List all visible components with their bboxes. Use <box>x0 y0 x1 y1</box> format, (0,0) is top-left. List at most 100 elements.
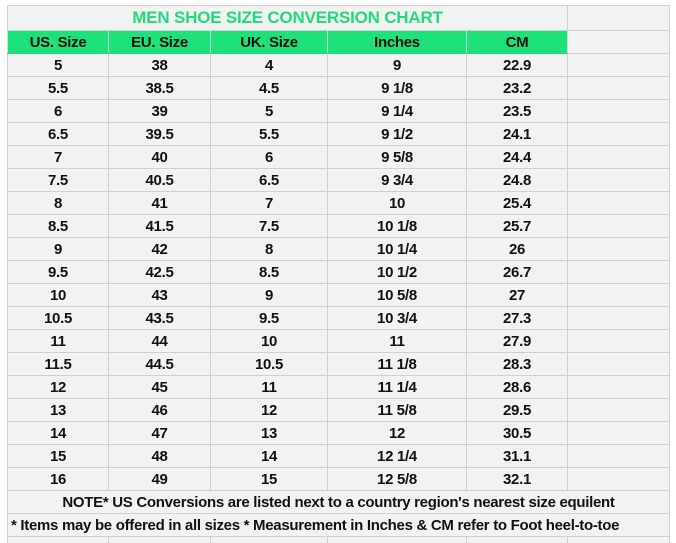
cell-inches[interactable]: 10 5/8 <box>327 283 467 307</box>
cell-uk[interactable]: 5 <box>210 99 328 123</box>
cell-uk[interactable]: 4.5 <box>210 76 328 100</box>
cell-cm[interactable]: 24.8 <box>465 168 569 192</box>
cell-inches[interactable]: 10 1/8 <box>327 214 467 238</box>
cell-uk[interactable]: 12 <box>210 398 328 422</box>
empty-cell[interactable] <box>567 237 671 261</box>
cell-eu[interactable]: 42 <box>108 237 211 261</box>
cell-us[interactable]: 8 <box>7 191 109 215</box>
cell-eu[interactable]: 38 <box>108 53 211 77</box>
cell-uk[interactable]: 8.5 <box>210 260 328 284</box>
cell-uk[interactable]: 14 <box>210 444 328 468</box>
empty-cell[interactable] <box>567 30 671 54</box>
cell-eu[interactable]: 43 <box>108 283 211 307</box>
cell-inches[interactable]: 10 <box>327 191 467 215</box>
empty-cell[interactable] <box>567 168 671 192</box>
cell-eu[interactable]: 39.5 <box>108 122 211 146</box>
empty-cell[interactable] <box>567 99 671 123</box>
cell-cm[interactable]: 24.1 <box>465 122 569 146</box>
cell-us[interactable]: 11.5 <box>7 352 109 376</box>
cell-uk[interactable]: 8 <box>210 237 328 261</box>
cell-cm[interactable]: 25.4 <box>465 191 569 215</box>
cell-cm[interactable]: 27.9 <box>465 329 569 353</box>
cell-inches[interactable]: 9 <box>327 53 467 77</box>
cell-us[interactable]: 14 <box>7 421 109 445</box>
cell-uk[interactable]: 10.5 <box>210 352 328 376</box>
cell-eu[interactable]: 41.5 <box>108 214 211 238</box>
cell-us[interactable]: 16 <box>7 467 109 491</box>
cell-uk[interactable]: 7 <box>210 191 328 215</box>
empty-cell[interactable] <box>567 398 671 422</box>
empty-cell[interactable] <box>567 214 671 238</box>
empty-cell[interactable] <box>567 352 671 376</box>
cell-us[interactable]: 6 <box>7 99 109 123</box>
cell-us[interactable]: 9 <box>7 237 109 261</box>
empty-cell[interactable] <box>567 145 671 169</box>
cell-inches[interactable]: 10 3/4 <box>327 306 467 330</box>
cell-inches[interactable]: 9 1/8 <box>327 76 467 100</box>
cell-eu[interactable]: 43.5 <box>108 306 211 330</box>
empty-cell[interactable] <box>567 122 671 146</box>
cell-cm[interactable]: 28.6 <box>465 375 569 399</box>
empty-cell[interactable] <box>567 283 671 307</box>
cell-eu[interactable]: 44.5 <box>108 352 211 376</box>
cell-inches[interactable]: 11 1/8 <box>327 352 467 376</box>
cell-inches[interactable]: 9 1/2 <box>327 122 467 146</box>
empty-cell[interactable] <box>7 536 109 543</box>
cell-eu[interactable]: 39 <box>108 99 211 123</box>
cell-uk[interactable]: 7.5 <box>210 214 328 238</box>
cell-cm[interactable]: 24.4 <box>465 145 569 169</box>
cell-cm[interactable]: 23.2 <box>465 76 569 100</box>
cell-uk[interactable]: 13 <box>210 421 328 445</box>
empty-cell[interactable] <box>567 306 671 330</box>
cell-cm[interactable]: 23.5 <box>465 99 569 123</box>
cell-us[interactable]: 9.5 <box>7 260 109 284</box>
cell-us[interactable]: 5 <box>7 53 109 77</box>
cell-uk[interactable]: 9 <box>210 283 328 307</box>
cell-inches[interactable]: 11 5/8 <box>327 398 467 422</box>
empty-cell[interactable] <box>567 444 671 468</box>
cell-cm[interactable]: 29.5 <box>465 398 569 422</box>
cell-uk[interactable]: 9.5 <box>210 306 328 330</box>
empty-cell[interactable] <box>567 76 671 100</box>
cell-inches[interactable]: 11 1/4 <box>327 375 467 399</box>
empty-cell[interactable] <box>567 467 671 491</box>
cell-cm[interactable]: 27.3 <box>465 306 569 330</box>
cell-eu[interactable]: 38.5 <box>108 76 211 100</box>
cell-inches[interactable]: 10 1/4 <box>327 237 467 261</box>
cell-us[interactable]: 5.5 <box>7 76 109 100</box>
empty-cell[interactable] <box>567 191 671 215</box>
cell-cm[interactable]: 27 <box>465 283 569 307</box>
empty-cell[interactable] <box>465 536 569 543</box>
cell-cm[interactable]: 31.1 <box>465 444 569 468</box>
cell-us[interactable]: 11 <box>7 329 109 353</box>
cell-eu[interactable]: 46 <box>108 398 211 422</box>
cell-uk[interactable]: 4 <box>210 53 328 77</box>
cell-inches[interactable]: 9 1/4 <box>327 99 467 123</box>
empty-cell[interactable] <box>567 421 671 445</box>
cell-eu[interactable]: 45 <box>108 375 211 399</box>
cell-us[interactable]: 7 <box>7 145 109 169</box>
cell-eu[interactable]: 48 <box>108 444 211 468</box>
empty-cell[interactable] <box>567 375 671 399</box>
cell-cm[interactable]: 26.7 <box>465 260 569 284</box>
cell-cm[interactable]: 30.5 <box>465 421 569 445</box>
cell-cm[interactable]: 26 <box>465 237 569 261</box>
cell-eu[interactable]: 40 <box>108 145 211 169</box>
empty-cell[interactable] <box>567 536 671 543</box>
cell-inches[interactable]: 12 <box>327 421 467 445</box>
cell-inches[interactable]: 12 5/8 <box>327 467 467 491</box>
cell-cm[interactable]: 28.3 <box>465 352 569 376</box>
empty-cell[interactable] <box>108 536 211 543</box>
empty-cell[interactable] <box>567 260 671 284</box>
cell-us[interactable]: 7.5 <box>7 168 109 192</box>
empty-cell[interactable] <box>567 53 671 77</box>
empty-cell[interactable] <box>210 536 328 543</box>
cell-eu[interactable]: 44 <box>108 329 211 353</box>
cell-eu[interactable]: 40.5 <box>108 168 211 192</box>
cell-cm[interactable]: 25.7 <box>465 214 569 238</box>
cell-inches[interactable]: 11 <box>327 329 467 353</box>
cell-cm[interactable]: 32.1 <box>465 467 569 491</box>
cell-uk[interactable]: 10 <box>210 329 328 353</box>
empty-cell[interactable] <box>327 536 467 543</box>
cell-eu[interactable]: 47 <box>108 421 211 445</box>
